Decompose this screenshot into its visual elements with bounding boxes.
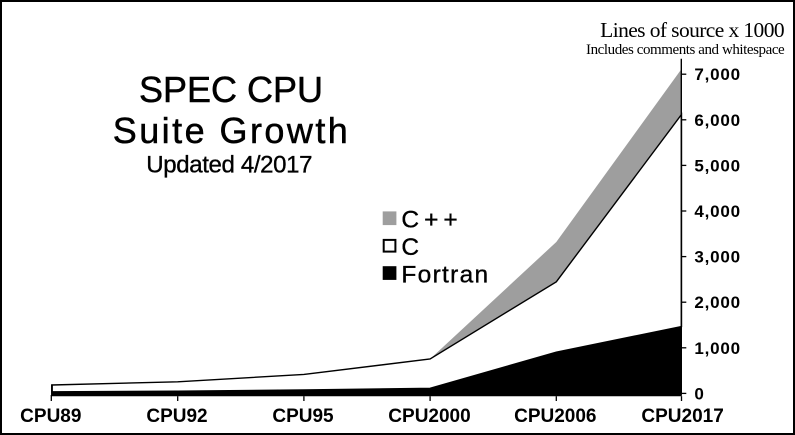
svg-text:Fortran: Fortran [401, 261, 489, 288]
svg-text:CPU2006: CPU2006 [514, 406, 596, 427]
svg-text:CPU2000: CPU2000 [388, 406, 470, 427]
svg-text:4,000: 4,000 [694, 202, 741, 221]
svg-text:6,000: 6,000 [694, 111, 741, 130]
svg-text:CPU95: CPU95 [272, 406, 334, 427]
svg-text:Lines of source x 1000: Lines of source x 1000 [600, 18, 784, 42]
svg-text:5,000: 5,000 [694, 156, 741, 175]
svg-text:1,000: 1,000 [694, 339, 741, 358]
svg-text:Includes comments and whitespa: Includes comments and whitespace [586, 42, 785, 58]
svg-text:0: 0 [694, 384, 704, 403]
svg-text:CPU92: CPU92 [146, 406, 207, 427]
svg-text:Suite Growth: Suite Growth [113, 110, 351, 151]
svg-text:CPU2017: CPU2017 [641, 406, 723, 427]
svg-text:Updated 4/2017: Updated 4/2017 [146, 152, 312, 179]
svg-text:C++: C++ [401, 206, 462, 233]
svg-text:SPEC CPU: SPEC CPU [139, 69, 323, 110]
svg-text:2,000: 2,000 [694, 293, 741, 312]
svg-text:3,000: 3,000 [694, 248, 741, 267]
svg-text:7,000: 7,000 [694, 65, 741, 84]
svg-text:C: C [401, 234, 419, 261]
svg-text:CPU89: CPU89 [20, 406, 81, 427]
